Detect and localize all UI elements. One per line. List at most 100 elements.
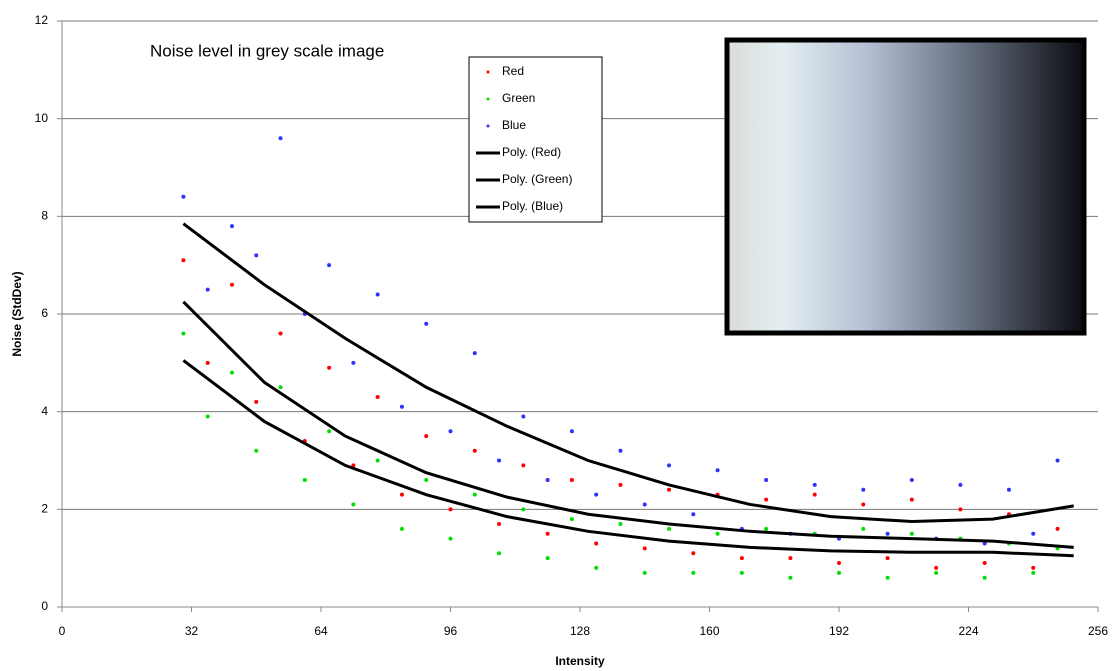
point	[424, 321, 429, 326]
point	[521, 507, 526, 512]
legend-label: Poly. (Red)	[502, 145, 561, 159]
point	[205, 414, 210, 419]
point	[885, 556, 890, 561]
point	[642, 546, 647, 551]
y-tick-label: 10	[35, 111, 49, 125]
x-tick-label: 160	[699, 624, 719, 638]
point	[691, 570, 696, 575]
legend-label: Poly. (Green)	[502, 172, 572, 186]
point	[934, 570, 939, 575]
point	[958, 507, 963, 512]
point	[351, 360, 356, 365]
point	[399, 492, 404, 497]
point	[302, 478, 307, 483]
point	[594, 565, 599, 570]
point	[618, 448, 623, 453]
point	[667, 463, 672, 468]
point	[1031, 570, 1036, 575]
point	[1055, 526, 1060, 531]
point	[618, 482, 623, 487]
point	[375, 292, 380, 297]
point	[569, 478, 574, 483]
point	[229, 282, 234, 287]
y-tick-label: 6	[41, 306, 48, 320]
legend-label: Green	[502, 91, 535, 105]
legend-label: Poly. (Blue)	[502, 199, 563, 213]
x-axis-label: Intensity	[555, 654, 605, 668]
point	[909, 497, 914, 502]
point	[497, 458, 502, 463]
point	[351, 502, 356, 507]
point	[958, 482, 963, 487]
point	[545, 556, 550, 561]
point	[861, 487, 866, 492]
point	[788, 556, 793, 561]
point	[375, 458, 380, 463]
point	[545, 531, 550, 536]
point	[764, 526, 769, 531]
point	[691, 551, 696, 556]
point	[569, 517, 574, 522]
point	[739, 556, 744, 561]
point	[569, 429, 574, 434]
point	[545, 478, 550, 483]
point	[205, 360, 210, 365]
legend-swatch	[486, 97, 490, 101]
point	[205, 287, 210, 292]
point	[254, 448, 259, 453]
y-tick-label: 8	[41, 209, 48, 223]
point	[982, 541, 987, 546]
point	[837, 570, 841, 575]
point	[327, 263, 332, 268]
x-tick-label: 96	[444, 624, 458, 638]
point	[229, 370, 234, 375]
point	[181, 258, 186, 263]
point	[667, 526, 672, 531]
trend-line	[182, 222, 1074, 524]
x-tick-label: 64	[314, 624, 328, 638]
point	[764, 478, 769, 483]
point	[254, 253, 259, 258]
legend-box	[468, 56, 603, 223]
x-tick-label: 192	[829, 624, 849, 638]
point	[1031, 531, 1036, 536]
point	[1055, 458, 1060, 463]
point	[788, 575, 793, 580]
point	[982, 575, 987, 580]
legend-swatch	[486, 124, 490, 128]
point	[739, 570, 744, 575]
point	[691, 512, 696, 517]
point	[472, 351, 477, 356]
point	[254, 399, 259, 404]
point	[448, 507, 453, 512]
point	[327, 429, 332, 434]
point	[424, 434, 429, 439]
point	[278, 136, 283, 141]
y-axis-label: Noise (StdDev)	[10, 271, 24, 356]
inset-image	[724, 37, 1087, 336]
y-tick-label: 4	[41, 404, 48, 418]
point	[448, 429, 453, 434]
x-tick-label: 224	[958, 624, 978, 638]
y-tick-label: 12	[35, 13, 49, 27]
legend-label: Red	[502, 64, 524, 78]
point	[472, 448, 477, 453]
point	[521, 463, 526, 468]
point	[424, 478, 429, 483]
point	[642, 502, 647, 507]
x-tick-label: 0	[59, 624, 66, 638]
point	[812, 492, 817, 497]
point	[278, 331, 283, 336]
point	[909, 478, 914, 483]
x-tick-label: 128	[570, 624, 590, 638]
point	[861, 526, 866, 531]
point	[861, 502, 866, 507]
point	[837, 561, 841, 566]
point	[885, 531, 890, 536]
point	[812, 482, 817, 487]
point	[399, 404, 404, 409]
point	[934, 565, 939, 570]
x-tick-label: 256	[1088, 624, 1108, 638]
